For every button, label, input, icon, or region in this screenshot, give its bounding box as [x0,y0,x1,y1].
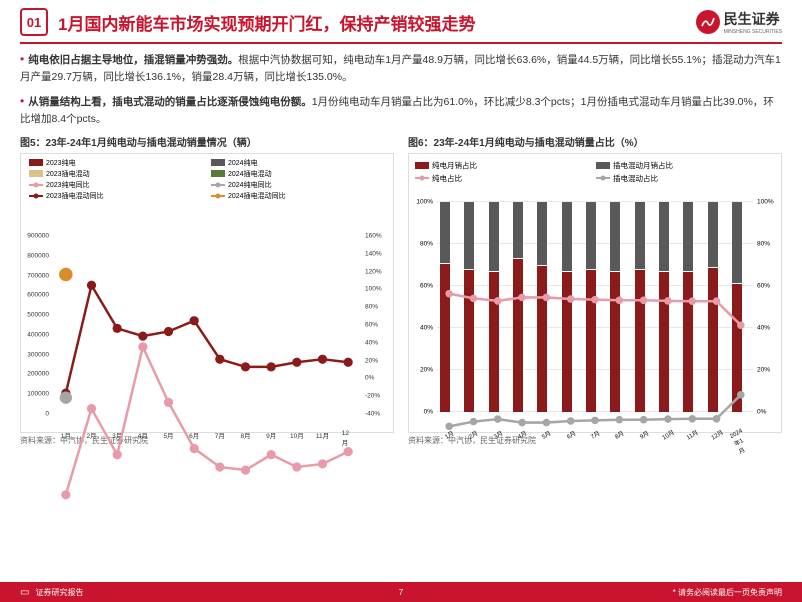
page-title: 1月国内新能车市场实现预期开门红，保持产销较强走势 [58,10,475,35]
logo-cn: 民生证券 [724,9,782,29]
header: 01 1月国内新能车市场实现预期开门红，保持产销较强走势 民生证券 MINSHE… [0,0,802,40]
chart1-title: 图5：23年-24年1月纯电动与插电混动销量情况（辆） [20,134,394,149]
chart-right: 图6：23年-24年1月纯电动与插电混动销量占比（%） 纯电月销占比插电混动月销… [408,134,782,446]
chart2-title: 图6：23年-24年1月纯电动与插电混动销量占比（%） [408,134,782,149]
logo-en: MINSHENG SECURITIES [724,29,782,35]
page-number: 7 [399,588,403,597]
chart1-y1-axis: 0100000200000300000400000500000600000700… [23,236,51,414]
footer-report: 证券研究报告 [35,587,83,598]
chart1-legend: 2023纯电2024纯电2023插电混动2024插电混动2023纯电同比2024… [21,154,393,205]
logo: 民生证券 MINSHENG SECURITIES [696,9,782,35]
chart1-area: 2023纯电2024纯电2023插电混动2024插电混动2023纯电同比2024… [20,153,394,433]
footer: ▭ 证券研究报告 7 * 请务必阅读最后一页免责声明 [0,582,802,602]
chart-left: 图5：23年-24年1月纯电动与插电混动销量情况（辆） 2023纯电2024纯电… [20,134,394,446]
bullet-2: •从销量结构上看，插电式混动的销量占比逐渐侵蚀纯电份额。1月份纯电动车月销量占比… [20,92,782,128]
footer-disclaimer: * 请务必阅读最后一页免责声明 [673,587,782,598]
book-icon: ▭ [20,587,29,598]
chart2-area: 纯电月销占比插电混动月销占比纯电占比插电混动占比 0%20%40%60%80%10… [408,153,782,433]
charts-row: 图5：23年-24年1月纯电动与插电混动销量情况（辆） 2023纯电2024纯电… [0,134,802,446]
bullet-1: •纯电依旧占据主导地位，插混销量冲势强劲。根据中汽协数据可知，纯电动车1月产量4… [20,50,782,86]
logo-icon [696,10,720,34]
chart2-y2-axis: 0%20%40%60%80%100% [755,202,779,412]
chart2-y1-axis: 0%20%40%60%80%100% [411,202,435,412]
chart1-lines [53,236,361,544]
content: •纯电依旧占据主导地位，插混销量冲势强劲。根据中汽协数据可知，纯电动车1月产量4… [0,50,802,128]
divider [20,42,782,44]
chart1-y2-axis: -40%-20%0%20%40%60%80%100%120%140%160% [363,236,391,414]
section-number: 01 [20,8,48,36]
chart2-legend: 纯电月销占比插电混动月销占比纯电占比插电混动占比 [409,154,781,190]
chart2-lines [437,202,753,518]
title-row: 01 1月国内新能车市场实现预期开门红，保持产销较强走势 [20,8,475,36]
